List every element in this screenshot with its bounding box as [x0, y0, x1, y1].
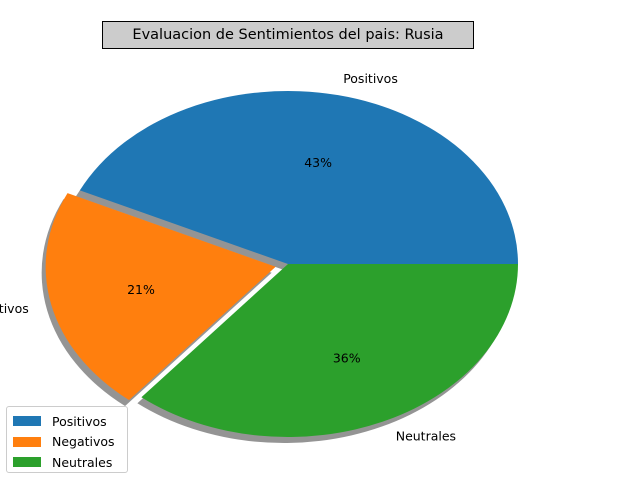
legend-swatch-positivos	[13, 416, 41, 427]
pct-label-positivos: 43%	[304, 155, 332, 170]
legend-label-neutrales: Neutrales	[52, 454, 113, 470]
chart-title: Evaluacion de Sentimientos del pais: Rus…	[102, 21, 474, 49]
pct-label-neutrales: 36%	[333, 350, 361, 365]
category-label-neutrales: Neutrales	[396, 429, 456, 444]
legend-item-neutrales: Neutrales	[13, 452, 127, 473]
pie-slice-neutrales	[141, 264, 518, 438]
legend-item-negativos: Negativos	[13, 432, 127, 453]
category-label-positivos: Positivos	[343, 71, 398, 86]
pie-slice-positivos	[79, 90, 519, 264]
pie-slice-layer	[45, 90, 519, 438]
category-label-negativos: Negativos	[0, 301, 29, 316]
pct-label-negativos: 21%	[127, 282, 155, 297]
legend-swatch-neutrales	[13, 457, 41, 468]
legend-label-positivos: Positivos	[52, 413, 107, 429]
legend-label-negativos: Negativos	[52, 434, 115, 450]
legend: Positivos Negativos Neutrales	[6, 406, 128, 473]
legend-swatch-negativos	[13, 436, 41, 447]
pie-slice-negativos	[45, 193, 276, 401]
legend-item-positivos: Positivos	[13, 411, 127, 432]
pie-label-layer: 43% Positivos 21% Negativos 36% Neutrales	[0, 71, 456, 444]
